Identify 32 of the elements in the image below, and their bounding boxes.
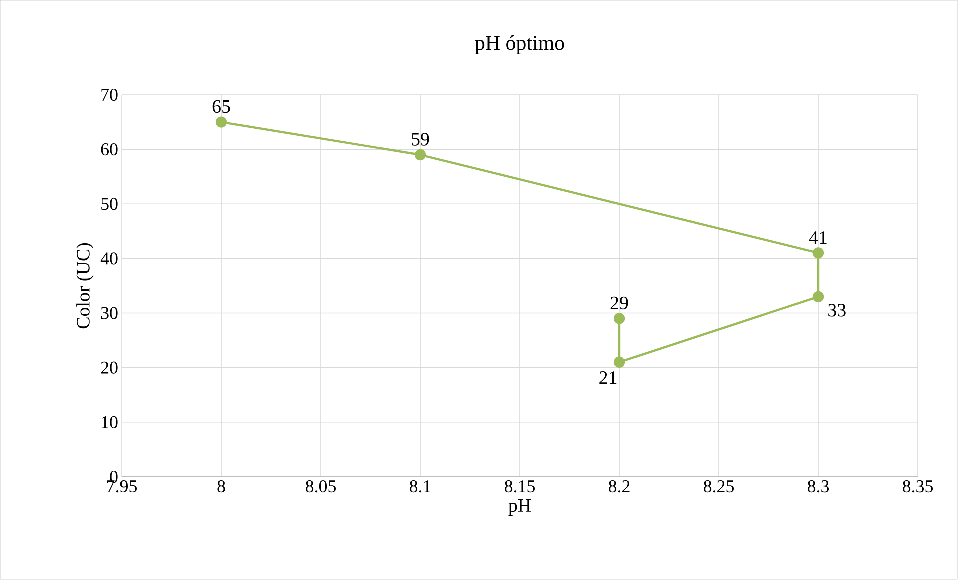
x-tick-label: 8.25: [704, 480, 734, 493]
x-tick-label: 8.35: [903, 480, 933, 493]
y-tick-label: 20: [101, 362, 118, 374]
data-label: 33: [828, 304, 846, 317]
point: [216, 116, 228, 128]
x-tick-label: 8.1: [410, 480, 431, 493]
data-label: 29: [610, 296, 628, 310]
data-label: 59: [412, 133, 430, 146]
y-tick-label: 60: [101, 144, 118, 156]
x-tick-label: 8.2: [608, 480, 630, 493]
data-label: 21: [600, 372, 617, 384]
y-tick-label: 40: [100, 252, 118, 265]
chart-title: pH óptimo: [475, 35, 564, 54]
point: [614, 313, 626, 324]
y-axis-title: Color (UC): [76, 243, 94, 329]
x-tick-label: 8.15: [505, 480, 535, 493]
point: [414, 149, 426, 161]
y-tick-label: 0: [110, 470, 118, 484]
point: [614, 356, 626, 368]
y-tick-label: 50: [102, 198, 118, 210]
y-tick-label: 70: [102, 88, 118, 102]
data-label: 41: [809, 232, 827, 244]
x-tick-label: 8: [218, 480, 226, 493]
point: [812, 248, 824, 259]
x-tick-label: 8.05: [306, 480, 336, 493]
x-axis-title: pH: [508, 500, 532, 516]
y-tick-label: 10: [102, 416, 118, 428]
point: [812, 291, 824, 302]
x-tick-label: 8.3: [808, 480, 830, 493]
x-tick-label: 7.95: [108, 480, 137, 493]
y-tick-label: 30: [101, 307, 118, 320]
data-label: 65: [212, 100, 230, 114]
